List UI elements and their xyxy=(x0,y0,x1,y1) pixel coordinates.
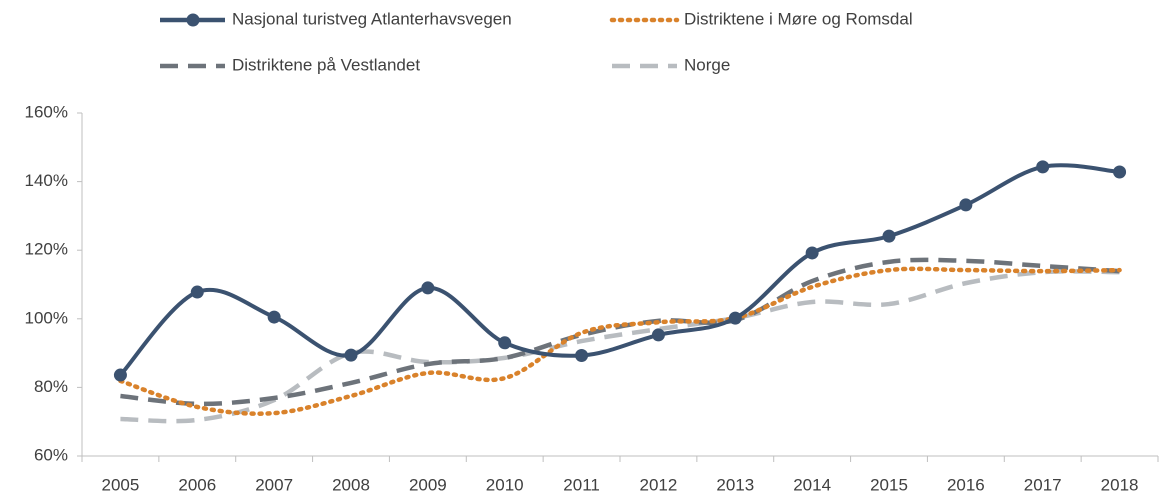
x-tick-label: 2018 xyxy=(1101,475,1139,494)
x-tick-label: 2017 xyxy=(1024,475,1062,494)
x-tick-label: 2012 xyxy=(640,475,678,494)
legend-label: Nasjonal turistveg Atlanterhavsvegen xyxy=(232,9,512,28)
y-tick-label: 80% xyxy=(34,377,68,396)
point-marker xyxy=(267,310,281,324)
y-tick-label: 60% xyxy=(34,445,68,464)
x-tick-label: 2013 xyxy=(716,475,754,494)
point-marker xyxy=(1036,160,1050,174)
x-tick-label: 2014 xyxy=(793,475,831,494)
y-tick-label: 160% xyxy=(25,102,68,121)
point-marker xyxy=(113,368,127,382)
point-marker xyxy=(421,281,435,295)
x-tick-label: 2010 xyxy=(486,475,524,494)
legend-marker xyxy=(186,13,200,27)
point-marker xyxy=(805,246,819,260)
x-tick-label: 2009 xyxy=(409,475,447,494)
point-marker xyxy=(1113,165,1127,179)
y-tick-label: 140% xyxy=(25,171,68,190)
x-tick-label: 2011 xyxy=(563,475,600,494)
point-marker xyxy=(651,328,665,342)
x-tick-label: 2005 xyxy=(102,475,140,494)
x-tick-label: 2006 xyxy=(178,475,216,494)
y-tick-label: 120% xyxy=(25,240,68,259)
point-marker xyxy=(575,349,589,363)
x-tick-label: 2007 xyxy=(255,475,293,494)
x-tick-label: 2016 xyxy=(947,475,985,494)
point-marker xyxy=(344,348,358,362)
x-tick-label: 2008 xyxy=(332,475,370,494)
point-marker xyxy=(882,229,896,243)
series-line xyxy=(118,266,1122,416)
point-marker xyxy=(959,198,973,212)
legend-label: Norge xyxy=(684,55,730,74)
legend-label: Distriktene i Møre og Romsdal xyxy=(684,9,913,28)
y-tick-label: 100% xyxy=(25,308,68,327)
legend-label: Distriktene på Vestlandet xyxy=(232,55,420,74)
point-marker xyxy=(190,285,204,299)
series-line xyxy=(120,269,1120,424)
point-marker xyxy=(498,336,512,350)
point-marker xyxy=(728,311,742,325)
x-tick-label: 2015 xyxy=(870,475,908,494)
